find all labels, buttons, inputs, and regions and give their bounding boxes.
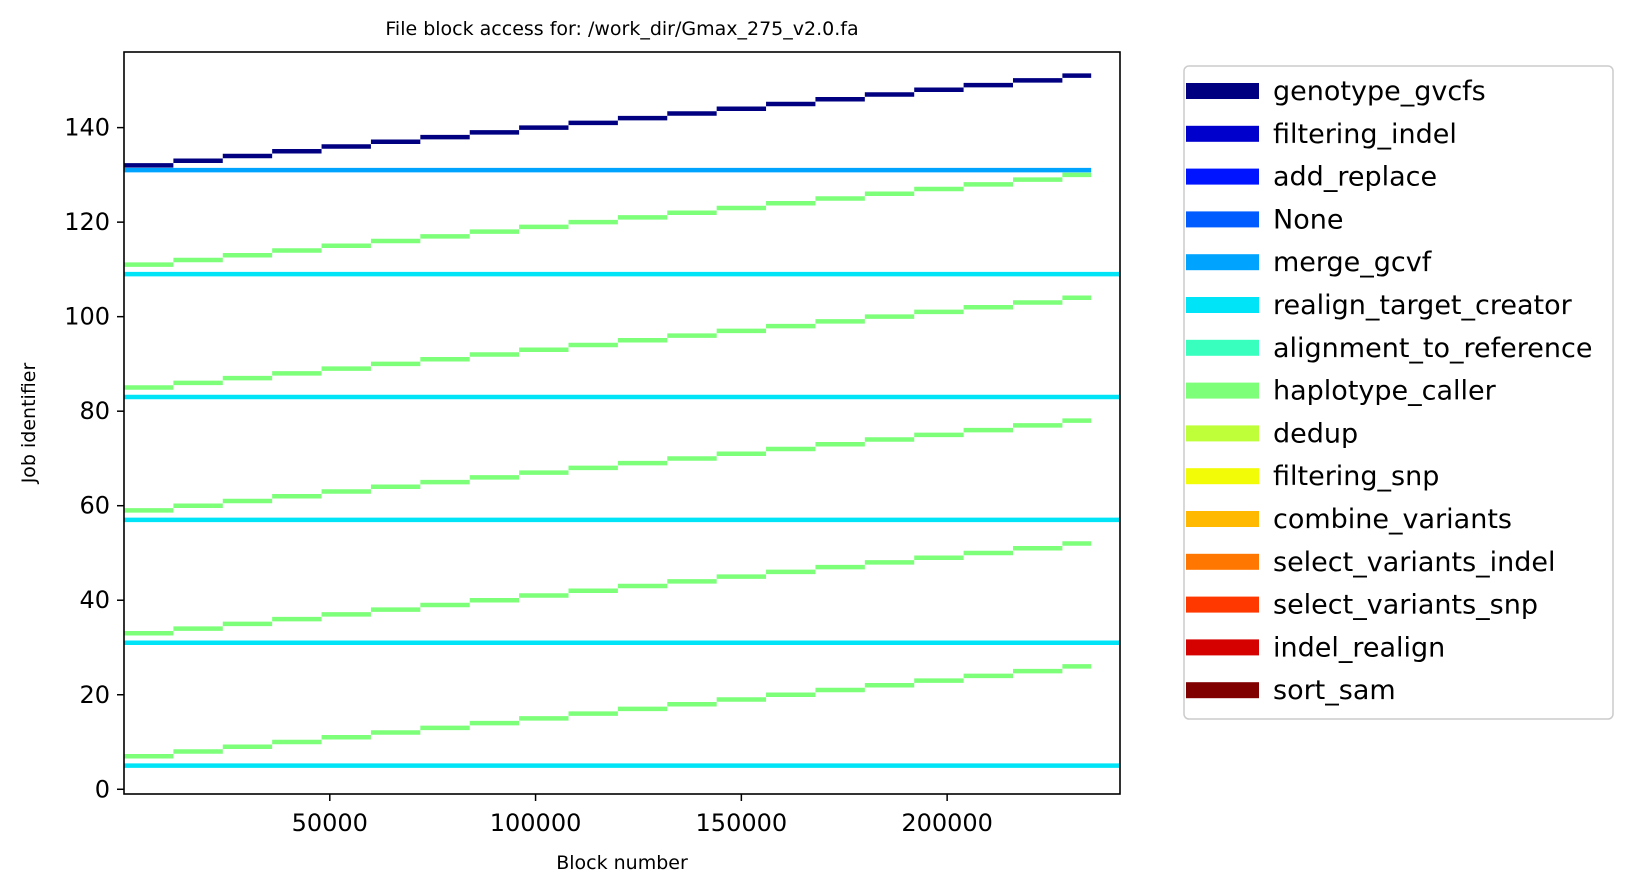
legend-item: sort_sam: [1186, 675, 1396, 706]
legend-swatch: [1186, 83, 1259, 99]
x-axis-label: Block number: [556, 852, 688, 874]
legend-swatch: [1186, 382, 1259, 399]
y-tick-label: 140: [64, 114, 110, 142]
y-axis-label: Job identifier: [18, 363, 40, 485]
legend-swatch: [1186, 596, 1259, 613]
legend-label: filtering_snp: [1273, 461, 1439, 492]
legend-item: filtering_snp: [1186, 461, 1439, 492]
legend-item: alignment_to_reference: [1186, 333, 1592, 364]
y-tick-label: 20: [79, 681, 110, 709]
legend-label: genotype_gvcfs: [1273, 76, 1486, 107]
legend-item: genotype_gvcfs: [1186, 76, 1486, 107]
legend-item: add_replace: [1186, 162, 1437, 193]
legend-swatch: [1186, 425, 1259, 442]
legend-swatch: [1186, 468, 1259, 485]
legend-item: haplotype_caller: [1186, 376, 1497, 407]
legend-item: select_variants_snp: [1186, 590, 1538, 621]
legend-label: select_variants_snp: [1273, 590, 1538, 621]
y-tick-label: 60: [79, 492, 110, 520]
legend-item: select_variants_indel: [1186, 547, 1556, 578]
series-haplotype_caller-3: [124, 295, 1092, 390]
series-haplotype_caller-5: [124, 541, 1092, 636]
legend-swatch: [1186, 125, 1259, 142]
legend-item: realign_target_creator: [1186, 290, 1573, 321]
y-tick-label: 120: [64, 208, 110, 236]
legend-label: indel_realign: [1273, 632, 1445, 663]
legend-swatch: [1186, 339, 1259, 356]
legend-label: sort_sam: [1273, 675, 1396, 706]
legend-swatch: [1186, 511, 1259, 527]
legend-item: filtering_indel: [1186, 119, 1457, 150]
y-tick-label: 40: [79, 586, 110, 614]
y-tick-label: 0: [95, 775, 110, 803]
legend-frame: [1183, 65, 1614, 720]
legend-swatch: [1186, 297, 1259, 313]
legend-label: add_replace: [1273, 162, 1437, 193]
series-haplotype_caller-4: [124, 418, 1092, 513]
chart-title: File block access for: /work_dir/Gmax_27…: [385, 18, 858, 40]
legend-item: dedup: [1186, 418, 1358, 449]
legend-swatch: [1186, 211, 1259, 228]
legend-label: alignment_to_reference: [1273, 333, 1592, 364]
legend-swatch: [1186, 639, 1259, 656]
legend-swatch: [1186, 168, 1259, 185]
x-tick-label: 150000: [696, 809, 788, 837]
legend-item: None: [1186, 204, 1343, 235]
plot-frame: [123, 51, 1121, 795]
legend-label: select_variants_indel: [1273, 547, 1556, 578]
legend: genotype_gvcfs filtering_indel add_replace…: [1183, 65, 1614, 720]
legend-swatch: [1186, 254, 1259, 271]
x-axis: 50000 100000 150000 200000: [292, 794, 993, 837]
legend-label: realign_target_creator: [1273, 290, 1573, 321]
series-haplotype_caller-6: [124, 664, 1092, 759]
x-tick-label: 50000: [292, 809, 368, 837]
x-tick-label: 100000: [490, 809, 582, 837]
series-haplotype_caller-2: [124, 172, 1092, 267]
plot-series: [124, 73, 1120, 768]
y-tick-label: 100: [64, 303, 110, 331]
legend-label: merge_gcvf: [1273, 247, 1433, 278]
series-genotype_gvcfs-0: [124, 73, 1092, 168]
y-tick-label: 80: [79, 397, 110, 425]
legend-label: combine_variants: [1273, 504, 1512, 535]
legend-item: indel_realign: [1186, 632, 1445, 663]
y-axis: 0 20 40 60 80 100 120 140: [64, 114, 124, 803]
legend-label: haplotype_caller: [1273, 376, 1497, 407]
legend-label: None: [1273, 204, 1343, 235]
x-tick-label: 200000: [901, 809, 993, 837]
legend-label: dedup: [1273, 418, 1358, 449]
legend-label: filtering_indel: [1273, 119, 1457, 150]
legend-swatch: [1186, 553, 1259, 570]
legend-item: merge_gcvf: [1186, 247, 1433, 278]
legend-item: combine_variants: [1186, 504, 1512, 535]
legend-swatch: [1186, 682, 1259, 699]
